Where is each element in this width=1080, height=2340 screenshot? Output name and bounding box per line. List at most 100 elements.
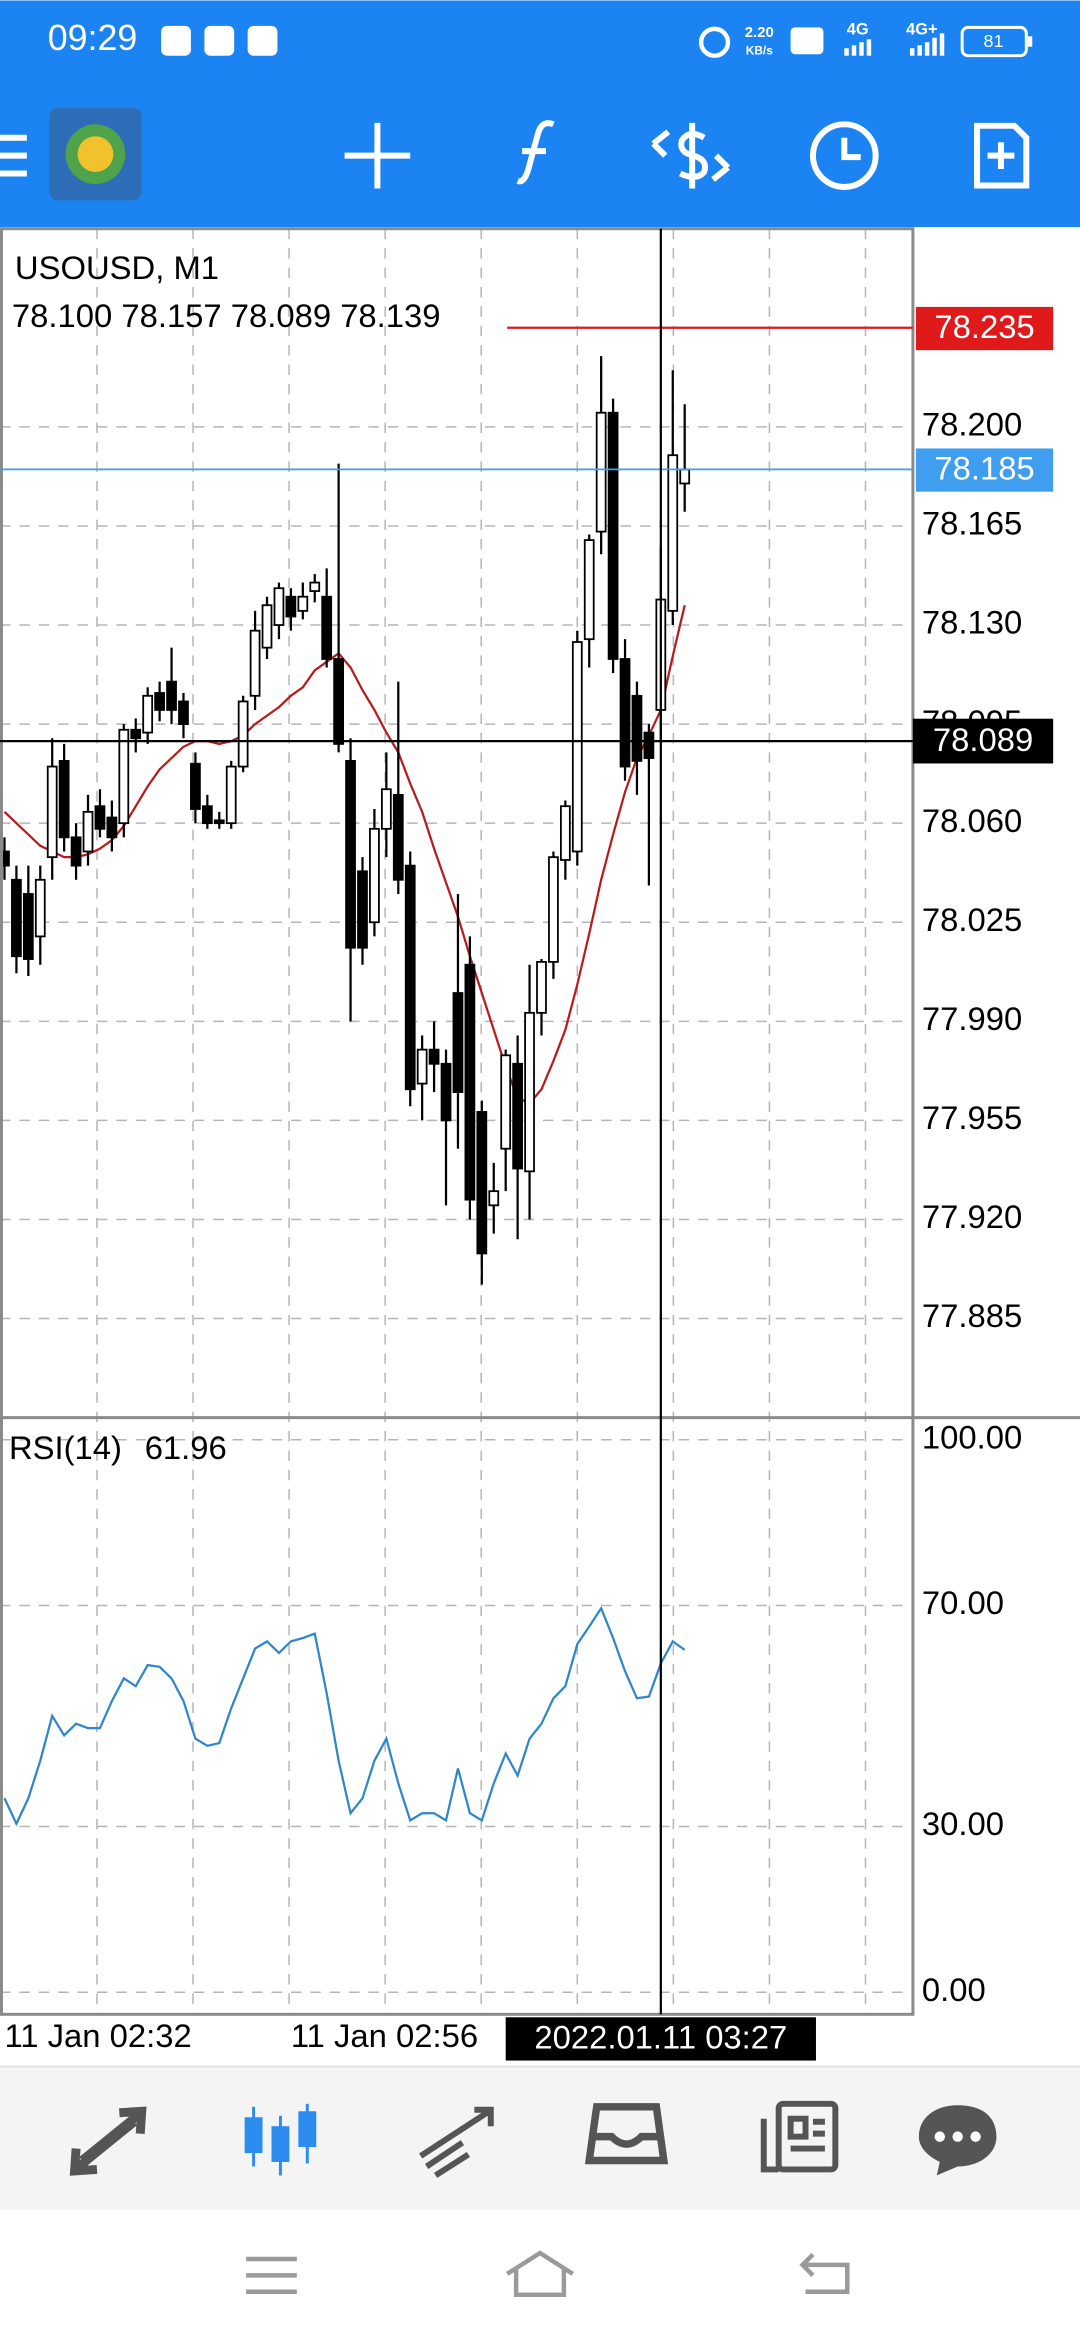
y-tick-label: 77.955 bbox=[922, 1099, 1022, 1136]
battery-icon bbox=[960, 25, 1028, 58]
indicators-button[interactable] bbox=[516, 120, 555, 185]
candle-body bbox=[213, 819, 225, 825]
crosshair-time-box bbox=[505, 2017, 816, 2061]
moving-average-line bbox=[3, 604, 686, 1105]
app-logo[interactable] bbox=[49, 107, 142, 201]
candle-body bbox=[380, 788, 392, 830]
nav-quotes[interactable] bbox=[69, 2106, 147, 2176]
candle-body bbox=[321, 595, 333, 660]
y-tick-label: 77.885 bbox=[922, 1297, 1022, 1334]
status-time: 09:29 bbox=[48, 18, 138, 58]
candle-body bbox=[631, 694, 643, 762]
candle-body bbox=[440, 1062, 452, 1122]
signal-icon bbox=[909, 33, 945, 56]
indicator-title: RSI(14) bbox=[9, 1429, 122, 1466]
candle-body bbox=[536, 960, 547, 1014]
chart-frame bbox=[0, 227, 915, 2016]
candle-body bbox=[548, 856, 559, 963]
y-tick-label: 100.00 bbox=[922, 1418, 1022, 1455]
indicator-value: 61.96 bbox=[145, 1429, 227, 1466]
notification-icon bbox=[247, 25, 278, 56]
candle-body bbox=[404, 864, 416, 1091]
candle-body bbox=[166, 680, 177, 711]
candle-body bbox=[392, 793, 404, 881]
crosshair-time-label: 2022.01.11 03:27 bbox=[534, 2018, 787, 2055]
system-back[interactable] bbox=[799, 2252, 850, 2295]
nav-news[interactable] bbox=[760, 2100, 839, 2173]
candle-body bbox=[583, 539, 595, 641]
y-tick-label: 0.00 bbox=[922, 1971, 986, 2008]
candle-body bbox=[369, 827, 380, 924]
ask-label-box bbox=[915, 306, 1054, 351]
candle-body bbox=[464, 963, 476, 1201]
candle-body bbox=[679, 468, 691, 485]
ask-label: 78.235 bbox=[934, 308, 1034, 345]
candle-body bbox=[22, 893, 34, 960]
candle-body bbox=[130, 728, 142, 740]
network-type: 4G+ bbox=[906, 21, 937, 39]
candle-body bbox=[607, 411, 619, 660]
chart-overlay: 11 Jan 02:32 11 Jan 02:56 78.235 78.185 78.0… bbox=[0, 228, 1054, 2061]
signal-icon bbox=[844, 39, 872, 56]
candle-body bbox=[524, 1011, 535, 1173]
notification-icon bbox=[204, 25, 235, 56]
candle-body bbox=[428, 1048, 440, 1065]
candle-body bbox=[643, 731, 655, 759]
candle-body bbox=[667, 454, 679, 612]
candle-body bbox=[190, 762, 201, 810]
nav-trade[interactable] bbox=[419, 2106, 494, 2178]
periods-button[interactable] bbox=[810, 121, 879, 190]
y-tick-label: 70.00 bbox=[922, 1584, 1004, 1621]
candle-body bbox=[476, 1111, 488, 1255]
y-tick-label: 78.060 bbox=[922, 802, 1022, 839]
y-tick-label: 78.025 bbox=[922, 901, 1022, 938]
candle-body bbox=[106, 816, 118, 839]
candle-body bbox=[58, 760, 70, 839]
nav-chart[interactable] bbox=[244, 2103, 317, 2176]
candle-body bbox=[94, 805, 106, 830]
new-order-button[interactable] bbox=[974, 122, 1030, 189]
candle-body bbox=[0, 850, 10, 867]
alarm-icon bbox=[698, 26, 731, 58]
y-tick-label: 77.990 bbox=[922, 1000, 1022, 1037]
menu-button[interactable] bbox=[0, 134, 27, 177]
candle-body bbox=[333, 658, 344, 745]
trade-button[interactable] bbox=[651, 122, 731, 189]
system-home[interactable] bbox=[505, 2250, 575, 2297]
network-speed: 2.20 bbox=[745, 25, 774, 41]
notification-icon bbox=[161, 25, 191, 56]
candle-body bbox=[559, 805, 571, 861]
rsi-line bbox=[3, 1605, 686, 1827]
chart: 78.20078.16578.13078.09578.06078.02577.9… bbox=[0, 228, 1022, 2015]
network-speed-unit: KB/s bbox=[746, 43, 774, 57]
bid-label: 78.185 bbox=[934, 450, 1034, 487]
candle-body bbox=[261, 604, 273, 649]
ohlc-values: 78.100 78.157 78.089 78.139 bbox=[12, 297, 441, 334]
y-tick-label: 78.165 bbox=[922, 505, 1022, 542]
y-tick-label: 77.920 bbox=[922, 1198, 1022, 1235]
candle-body bbox=[595, 411, 607, 533]
candle-body bbox=[225, 765, 237, 825]
network-type: 4G bbox=[847, 21, 869, 39]
bottom-nav-background bbox=[0, 2066, 1080, 2210]
y-tick-label: 78.200 bbox=[922, 406, 1022, 443]
candle-body bbox=[416, 1048, 428, 1085]
hd-icon bbox=[790, 27, 824, 55]
nav-history[interactable] bbox=[584, 2103, 669, 2165]
candle-body bbox=[285, 595, 297, 618]
candle-body bbox=[82, 810, 94, 853]
crosshair-button[interactable] bbox=[344, 122, 411, 189]
crosshair-price-box bbox=[912, 718, 1054, 764]
candle-body bbox=[46, 765, 58, 859]
y-tick-label: 30.00 bbox=[922, 1805, 1004, 1842]
nav-chat[interactable] bbox=[918, 2105, 997, 2176]
system-menu[interactable] bbox=[246, 2256, 297, 2295]
candle-body bbox=[488, 1190, 500, 1207]
candle-body bbox=[571, 641, 583, 853]
candle-body bbox=[201, 805, 213, 825]
candle-body bbox=[237, 700, 249, 768]
candle-body bbox=[11, 878, 22, 958]
x-tick-label: 11 Jan 02:32 bbox=[4, 2017, 191, 2054]
